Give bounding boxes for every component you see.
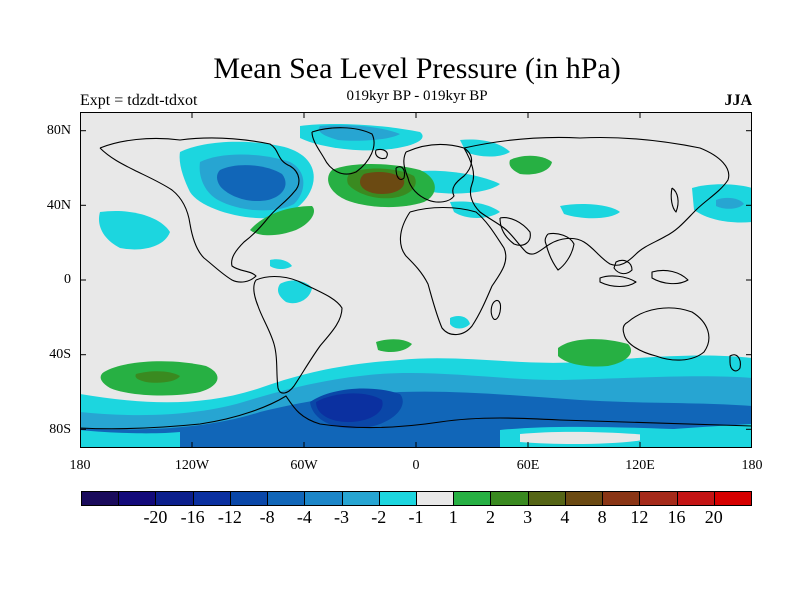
contour-arctic-top-blue [318, 125, 400, 141]
contour-south-america-cyan [278, 280, 312, 304]
contour-north-atlantic-brown [360, 172, 405, 194]
colorbar-box [713, 491, 752, 506]
pressure-anomaly-map [80, 112, 752, 448]
experiment-label: Expt = tdzdt-tdxot [80, 92, 198, 109]
contour-west-atlantic-green [250, 206, 315, 236]
coast-asia [463, 136, 730, 266]
colorbar-label: -16 [180, 507, 205, 527]
lat-label-80n: 80N [46, 123, 71, 138]
colorbar-box [602, 491, 641, 506]
chart-title: Mean Sea Level Pressure (in hPa) [213, 52, 621, 85]
lat-label-0: 0 [64, 272, 71, 287]
colorbar [81, 491, 752, 506]
coastlines [80, 127, 752, 430]
contour-antarctic-right-blue [640, 424, 752, 448]
contour-indian-ocean-green [558, 339, 632, 367]
colorbar-label: -8 [259, 507, 275, 527]
coast-north-america [99, 137, 300, 283]
colorbar-box [453, 491, 492, 506]
colorbar-box [118, 491, 157, 506]
colorbar-label: 3 [523, 507, 533, 527]
contour-siberia-green [509, 155, 552, 175]
colorbar-label: 16 [667, 507, 686, 527]
lat-label-40s: 40S [49, 347, 71, 362]
colorbar-box [304, 491, 343, 506]
colorbar-label: 2 [485, 507, 495, 527]
colorbar-box [527, 491, 566, 506]
colorbar-box [415, 491, 455, 506]
lon-label-120w: 120W [174, 458, 210, 473]
lon-label-120e: 120E [625, 458, 655, 473]
coast-borneo [613, 259, 633, 275]
colorbar-label: 1 [448, 507, 458, 527]
colorbar-label: -2 [371, 507, 387, 527]
coast-japan [670, 187, 679, 213]
contour-west-pacific-cyan [98, 210, 170, 250]
lon-ticks [191, 112, 641, 448]
colorbar-label: 4 [560, 507, 570, 527]
coast-madagascar [490, 299, 502, 321]
colorbar-label: 20 [704, 507, 723, 527]
contour-atlantic-cyan-1 [270, 259, 292, 269]
lat-label-80s: 80S [49, 422, 71, 437]
colorbar-label: -4 [296, 507, 312, 527]
colorbar-label: -3 [334, 507, 350, 527]
coast-africa [399, 207, 507, 336]
coast-new-zealand [729, 354, 741, 372]
contour-south-pacific-olive [135, 371, 180, 383]
colorbar-label: -1 [408, 507, 424, 527]
coast-australia [622, 307, 710, 361]
colorbar-box [564, 491, 604, 506]
coast-iceland [375, 148, 388, 160]
contour-mediterranean-cyan [450, 201, 500, 218]
period-label: 019kyr BP - 019kyr BP [346, 88, 488, 104]
lon-label-180e: 180 [741, 458, 763, 473]
colorbar-box [378, 491, 417, 506]
contour-north-pacific-blue [716, 197, 744, 209]
coast-india [544, 232, 575, 271]
coast-greenland [311, 127, 375, 175]
colorbar-box [676, 491, 715, 506]
contour-antarctic-cyan [80, 430, 180, 448]
contour-arctic-dark [217, 165, 286, 202]
colorbar-box [267, 491, 306, 506]
contour-asia-cyan [560, 204, 620, 219]
contour-weddell-low [316, 393, 383, 422]
contour-asia-north-cyan [460, 139, 510, 157]
colorbar-box [192, 491, 231, 506]
colorbar-label: 12 [630, 507, 649, 527]
coast-uk [395, 166, 406, 181]
lat-label-40n: 40N [46, 198, 71, 213]
colorbar-label: -20 [143, 507, 168, 527]
colorbar-box [639, 491, 678, 506]
lon-label-180w: 180 [69, 458, 91, 473]
lon-label-0: 0 [412, 458, 420, 473]
contour-south-atlantic-green [376, 339, 412, 352]
contour-antarctic-interior [520, 431, 660, 444]
coast-antarctica [80, 395, 752, 430]
colorbar-box [490, 491, 529, 506]
coast-arabia [499, 217, 531, 246]
colorbar-label: 8 [597, 507, 607, 527]
season-label: JJA [724, 92, 752, 109]
colorbar-box [341, 491, 380, 506]
coast-new-guinea [651, 269, 689, 285]
colorbar-box [229, 491, 269, 506]
contour-indian-cyan [450, 316, 470, 329]
colorbar-box [155, 491, 194, 506]
lon-label-60e: 60E [516, 458, 540, 473]
colorbar-label: -12 [217, 507, 242, 527]
lat-ticks [80, 130, 752, 430]
lon-label-60w: 60W [290, 458, 318, 473]
coast-south-america [253, 275, 343, 394]
colorbar-box [81, 491, 120, 506]
coast-indonesia [599, 275, 637, 288]
